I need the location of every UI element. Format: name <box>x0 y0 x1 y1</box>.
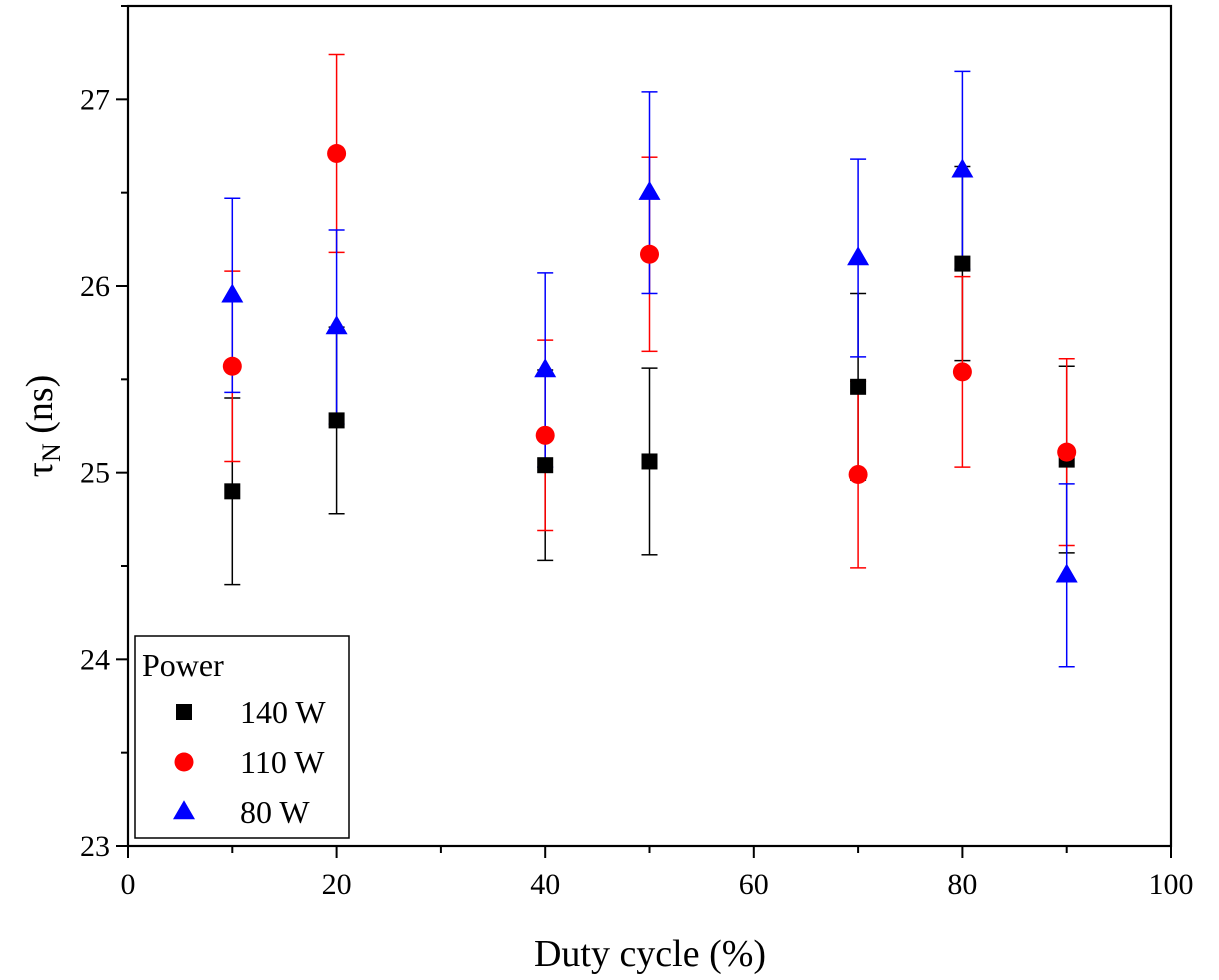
x-axis-ticks: 0 20 40 60 80 100 <box>121 846 1194 901</box>
y-tick-label: 26 <box>80 270 110 303</box>
data-point-110-w <box>327 143 347 163</box>
data-point-110-w <box>1057 442 1077 462</box>
data-point-80-w <box>951 158 974 178</box>
error-bars <box>224 53 1075 668</box>
data-point-110-w <box>848 465 868 485</box>
y-axis-title-unit: (ns) <box>19 375 61 444</box>
data-point-80-w <box>325 315 348 335</box>
y-axis-title-main: τ <box>19 462 61 477</box>
data-point-110-w <box>222 356 242 376</box>
data-point-140-w <box>224 483 241 500</box>
data-point-110-w <box>952 362 972 382</box>
data-point-140-w <box>641 453 658 470</box>
legend-items: 140 W 110 W 80 W <box>173 694 326 830</box>
y-axis-title: τN (ns) <box>19 375 66 478</box>
legend-title: Power <box>142 647 224 683</box>
data-point-110-w <box>535 425 555 445</box>
data-point-80-w <box>1055 563 1078 583</box>
data-point-80-w <box>534 358 557 378</box>
x-tick-label: 60 <box>739 868 769 901</box>
y-tick-label: 27 <box>80 83 110 116</box>
y-tick-label: 25 <box>80 457 110 490</box>
data-point-140-w <box>537 457 554 474</box>
y-axis-title-sub: N <box>37 443 66 462</box>
x-tick-label: 20 <box>322 868 352 901</box>
x-tick-label: 100 <box>1149 868 1194 901</box>
data-point-80-w <box>638 180 661 200</box>
legend-marker-140-w <box>176 704 192 720</box>
y-axis-ticks: 23 24 25 26 27 <box>80 5 128 863</box>
legend-label-80-w: 80 W <box>240 794 310 830</box>
y-tick-label: 23 <box>80 830 110 863</box>
x-tick-label: 40 <box>530 868 560 901</box>
data-point-110-w <box>640 244 659 264</box>
x-axis-title: Duty cycle (%) <box>534 933 766 975</box>
data-point-80-w <box>847 246 870 266</box>
legend-marker-110-w <box>174 752 194 772</box>
y-tick-label: 24 <box>80 643 110 676</box>
data-point-140-w <box>850 378 867 395</box>
legend: Power 140 W 110 W 80 W <box>134 635 350 839</box>
data-markers <box>221 143 1078 583</box>
x-tick-label: 80 <box>947 868 977 901</box>
data-point-80-w <box>221 283 244 303</box>
legend-marker-80-w <box>173 800 195 820</box>
legend-label-140-w: 140 W <box>240 694 326 730</box>
legend-label-110-w: 110 W <box>240 744 325 780</box>
data-point-140-w <box>954 255 971 272</box>
legend-box <box>134 635 350 839</box>
x-tick-label: 0 <box>121 868 136 901</box>
data-point-140-w <box>328 412 345 429</box>
